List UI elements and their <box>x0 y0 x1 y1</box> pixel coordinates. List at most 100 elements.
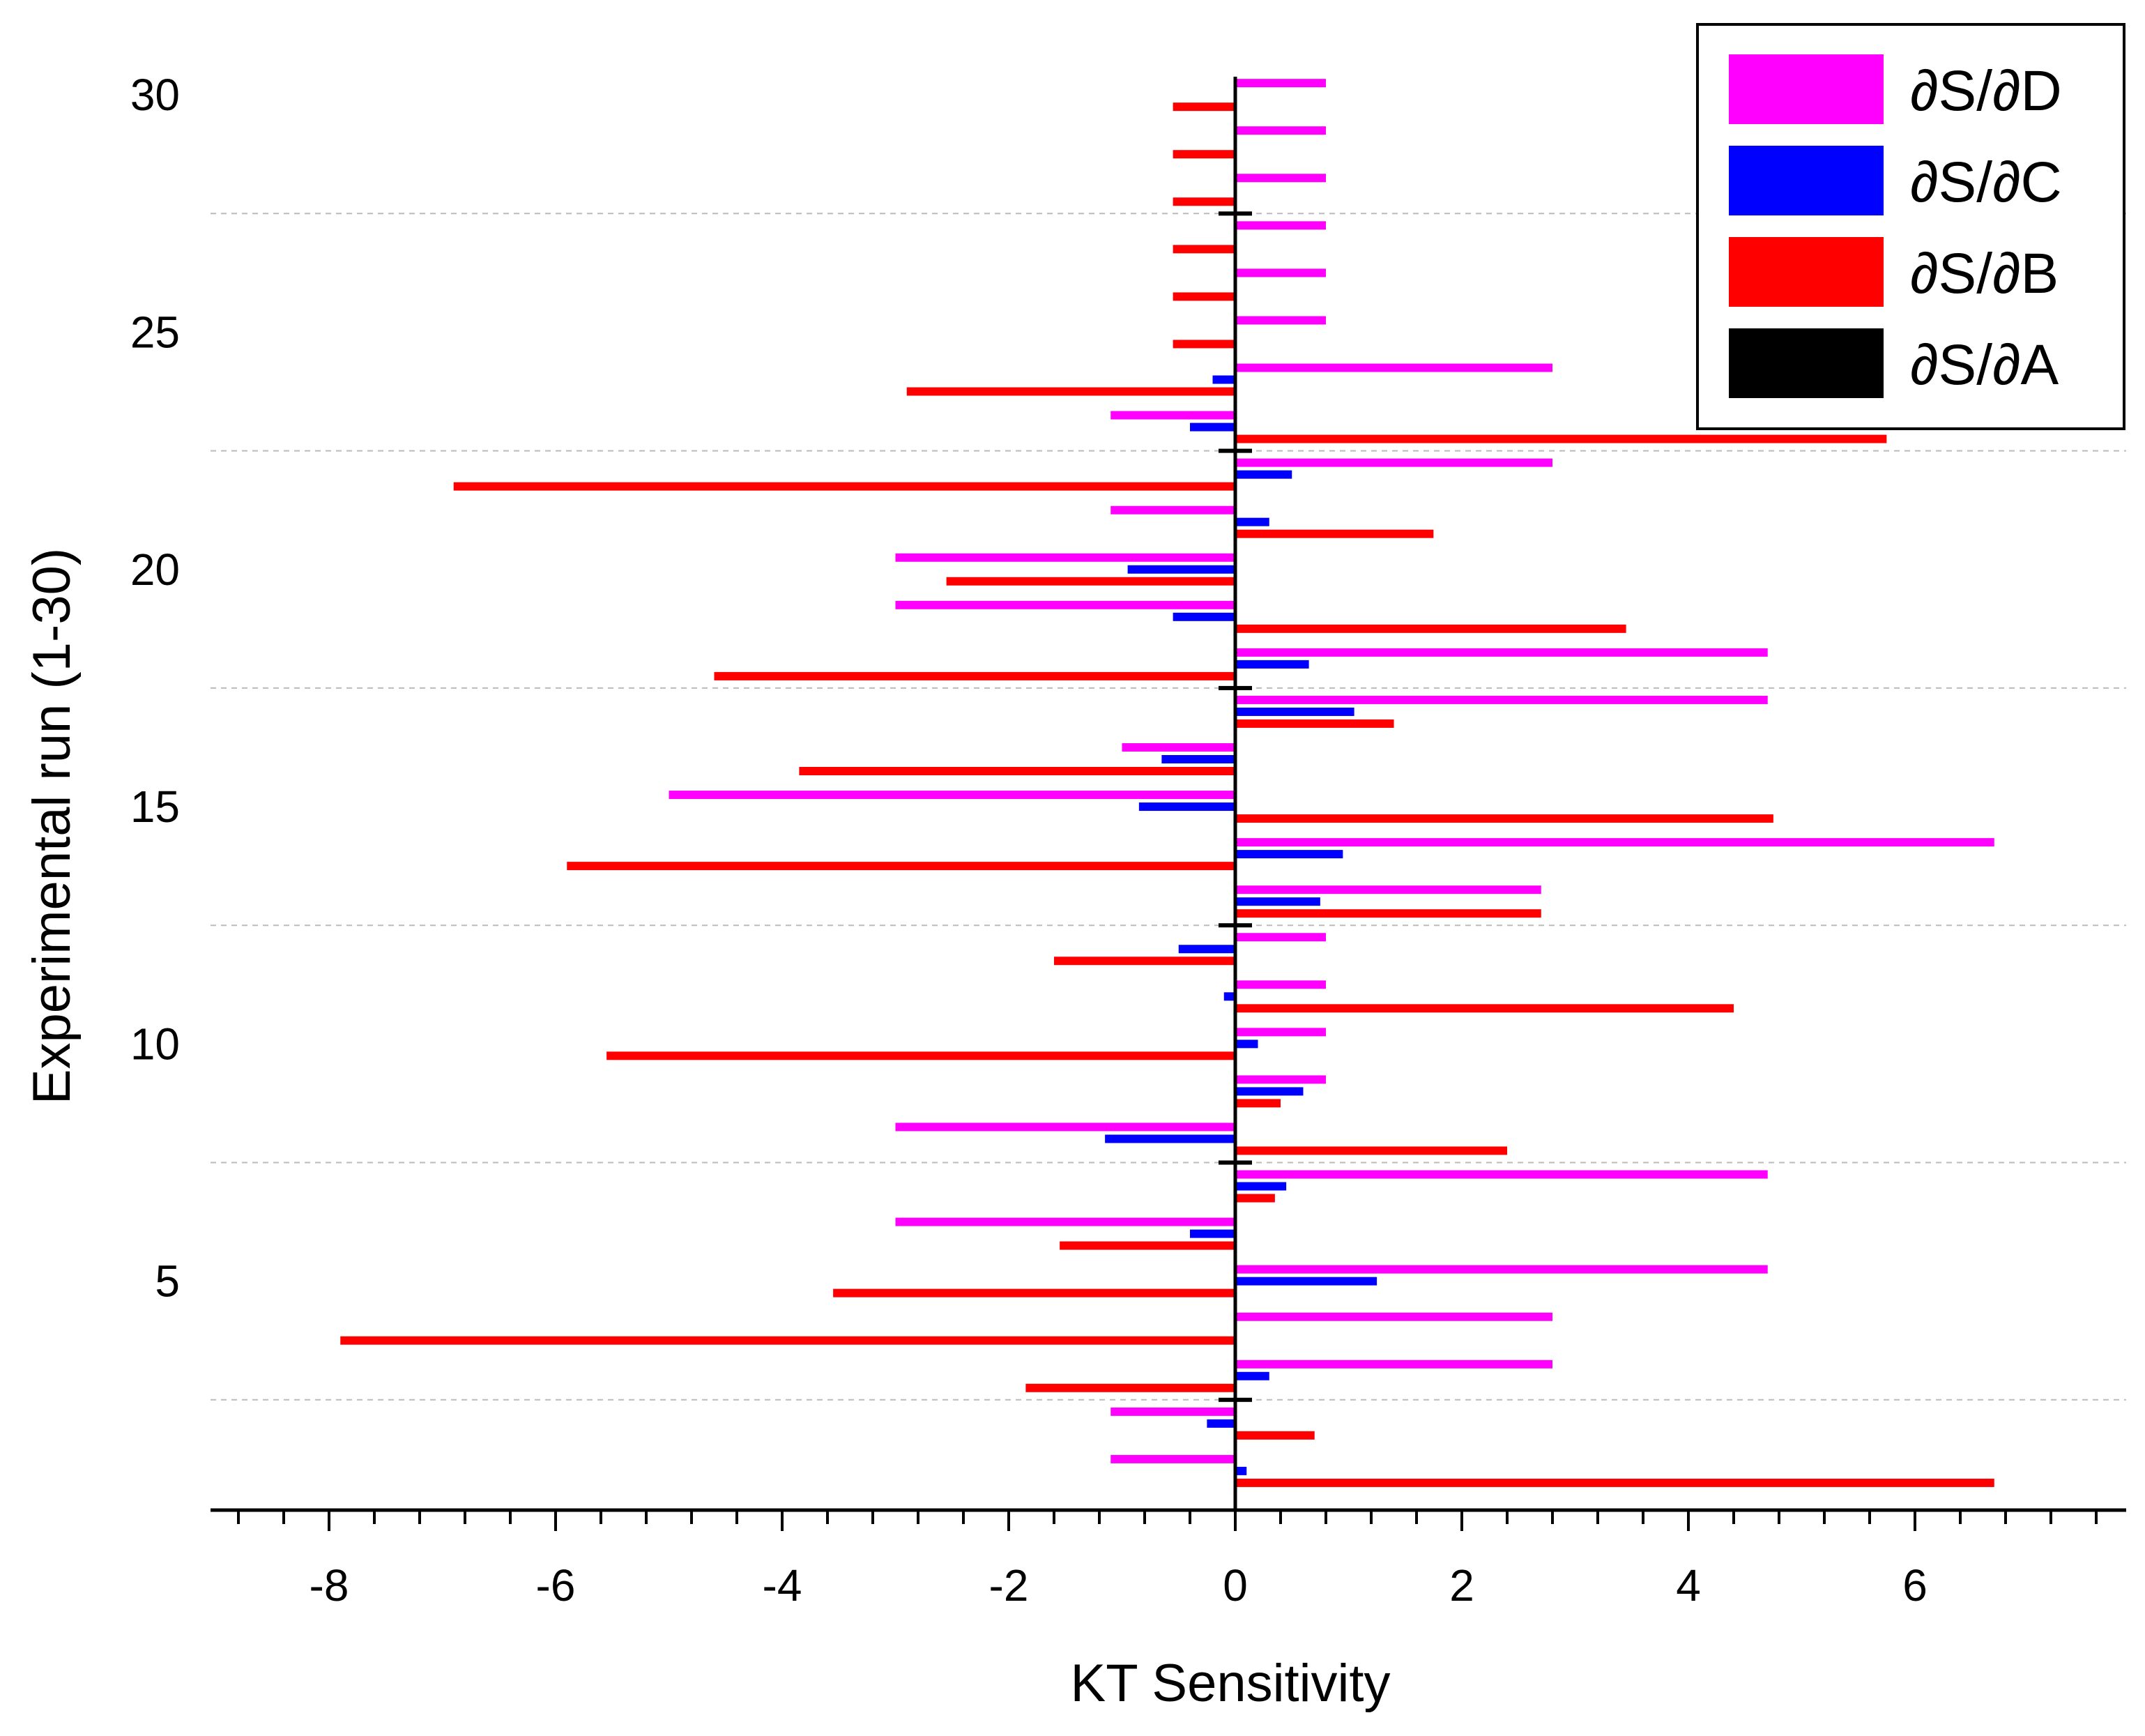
bar-sb-run-2 <box>1235 1431 1315 1440</box>
legend-swatch <box>1729 237 1884 307</box>
bar-sb-run-27 <box>1173 245 1235 254</box>
bar-sd-run-28 <box>1235 174 1326 183</box>
x-tick-label: -8 <box>310 1560 349 1611</box>
bar-sc-run-18 <box>1235 660 1309 669</box>
bar-sb-run-25 <box>1173 340 1235 349</box>
bar-sc-run-1 <box>1235 1466 1247 1475</box>
legend: ∂S/∂D ∂S/∂C ∂S/∂B ∂S/∂A <box>1696 23 2125 430</box>
bar-sb-run-30 <box>1173 102 1235 112</box>
legend-swatch <box>1729 328 1884 398</box>
bar-sc-run-21 <box>1235 517 1269 526</box>
x-tick-label: 6 <box>1902 1560 1928 1611</box>
bar-sd-run-16 <box>1122 743 1235 752</box>
bar-sc-run-24 <box>1212 375 1235 384</box>
bar-sd-run-2 <box>1110 1407 1235 1416</box>
bar-sc-run-5 <box>1235 1277 1377 1286</box>
bar-sb-run-9 <box>1235 1099 1281 1108</box>
bar-sc-run-16 <box>1161 755 1235 763</box>
legend-swatch <box>1729 54 1884 124</box>
legend-label: ∂S/∂C <box>1910 151 2062 214</box>
bar-sc-run-11 <box>1223 992 1235 1001</box>
x-tick-label: 4 <box>1676 1560 1701 1611</box>
x-tick-label: -2 <box>989 1560 1029 1611</box>
bar-sd-run-1 <box>1110 1454 1235 1463</box>
bar-sc-run-22 <box>1235 470 1292 479</box>
bar-sb-run-3 <box>1025 1383 1235 1392</box>
bar-sb-run-12 <box>1054 957 1235 966</box>
bar-sb-run-17 <box>1235 719 1394 728</box>
bar-sc-run-15 <box>1138 802 1235 812</box>
bar-sb-run-18 <box>714 671 1235 680</box>
bar-sd-run-10 <box>1235 1028 1326 1037</box>
bar-sc-run-17 <box>1235 707 1354 716</box>
bar-sd-run-5 <box>1235 1265 1768 1274</box>
bar-sd-run-8 <box>895 1122 1235 1132</box>
bar-sd-run-13 <box>1235 885 1541 894</box>
y-tick-label: 25 <box>130 307 180 357</box>
bar-sc-run-12 <box>1178 945 1235 954</box>
bar-sd-run-22 <box>1235 458 1552 467</box>
y-tick-label: 10 <box>130 1019 180 1069</box>
bar-sd-run-3 <box>1235 1360 1552 1369</box>
legend-swatch <box>1729 146 1884 215</box>
bar-sb-run-16 <box>799 767 1235 775</box>
bar-sb-run-26 <box>1173 292 1235 301</box>
bar-sd-run-26 <box>1235 268 1326 277</box>
bar-sd-run-18 <box>1235 648 1768 657</box>
bar-sb-run-14 <box>567 862 1235 871</box>
x-tick-label: 0 <box>1223 1560 1248 1611</box>
y-tick-label: 20 <box>130 545 180 595</box>
x-tick-label: -4 <box>763 1560 802 1611</box>
gridlines <box>211 213 2126 1401</box>
bar-sc-run-7 <box>1235 1182 1287 1191</box>
bar-sd-run-15 <box>669 791 1235 800</box>
x-tick-label: 2 <box>1449 1560 1474 1611</box>
bar-sc-run-10 <box>1235 1040 1258 1049</box>
x-tick-label: -6 <box>536 1560 576 1611</box>
y-axis-title: Experimental run (1-30) <box>22 548 82 1104</box>
bar-sd-run-20 <box>895 553 1235 562</box>
bar-sb-run-6 <box>1060 1241 1235 1250</box>
bar-sc-run-9 <box>1235 1087 1304 1096</box>
legend-label: ∂S/∂A <box>1910 333 2059 397</box>
bar-sd-run-23 <box>1110 411 1235 420</box>
bar-sd-run-27 <box>1235 221 1326 230</box>
bar-sd-run-24 <box>1235 363 1552 372</box>
bar-sb-run-24 <box>906 387 1235 396</box>
bar-sc-run-3 <box>1235 1371 1269 1380</box>
bar-sc-run-14 <box>1235 850 1343 859</box>
y-tick-label: 30 <box>130 70 180 120</box>
bar-sd-run-29 <box>1235 126 1326 135</box>
bar-sc-run-8 <box>1105 1134 1235 1143</box>
bar-sb-run-4 <box>340 1336 1235 1345</box>
bar-sd-run-14 <box>1235 838 1994 847</box>
bar-sb-run-8 <box>1235 1146 1507 1155</box>
bar-sb-run-11 <box>1235 1004 1734 1013</box>
x-axis-title: KT Sensitivity <box>1071 1654 1391 1713</box>
bar-sb-run-20 <box>946 577 1235 586</box>
bar-sd-run-30 <box>1235 79 1326 88</box>
bar-sb-run-15 <box>1235 814 1773 823</box>
bar-sc-run-19 <box>1173 612 1235 621</box>
bar-sd-run-4 <box>1235 1312 1552 1321</box>
bar-sb-run-22 <box>453 482 1235 491</box>
bar-sd-run-7 <box>1235 1170 1768 1179</box>
bar-sb-run-28 <box>1173 197 1235 206</box>
bar-sc-run-23 <box>1190 422 1235 432</box>
bar-sb-run-13 <box>1235 909 1541 918</box>
bar-sd-run-12 <box>1235 933 1326 942</box>
bar-sb-run-1 <box>1235 1478 1994 1487</box>
bars <box>340 79 1994 1487</box>
bar-sb-run-5 <box>833 1288 1235 1297</box>
bar-sc-run-13 <box>1235 897 1320 906</box>
bar-sc-run-2 <box>1207 1419 1235 1428</box>
bar-sc-run-20 <box>1127 565 1235 574</box>
legend-label: ∂S/∂D <box>1910 59 2062 123</box>
bar-sd-run-11 <box>1235 980 1326 989</box>
bar-sb-run-7 <box>1235 1194 1275 1203</box>
bar-sb-run-19 <box>1235 624 1626 633</box>
bar-sd-run-25 <box>1235 316 1326 325</box>
bar-sd-run-6 <box>895 1217 1235 1226</box>
y-tick-label: 15 <box>130 782 180 832</box>
